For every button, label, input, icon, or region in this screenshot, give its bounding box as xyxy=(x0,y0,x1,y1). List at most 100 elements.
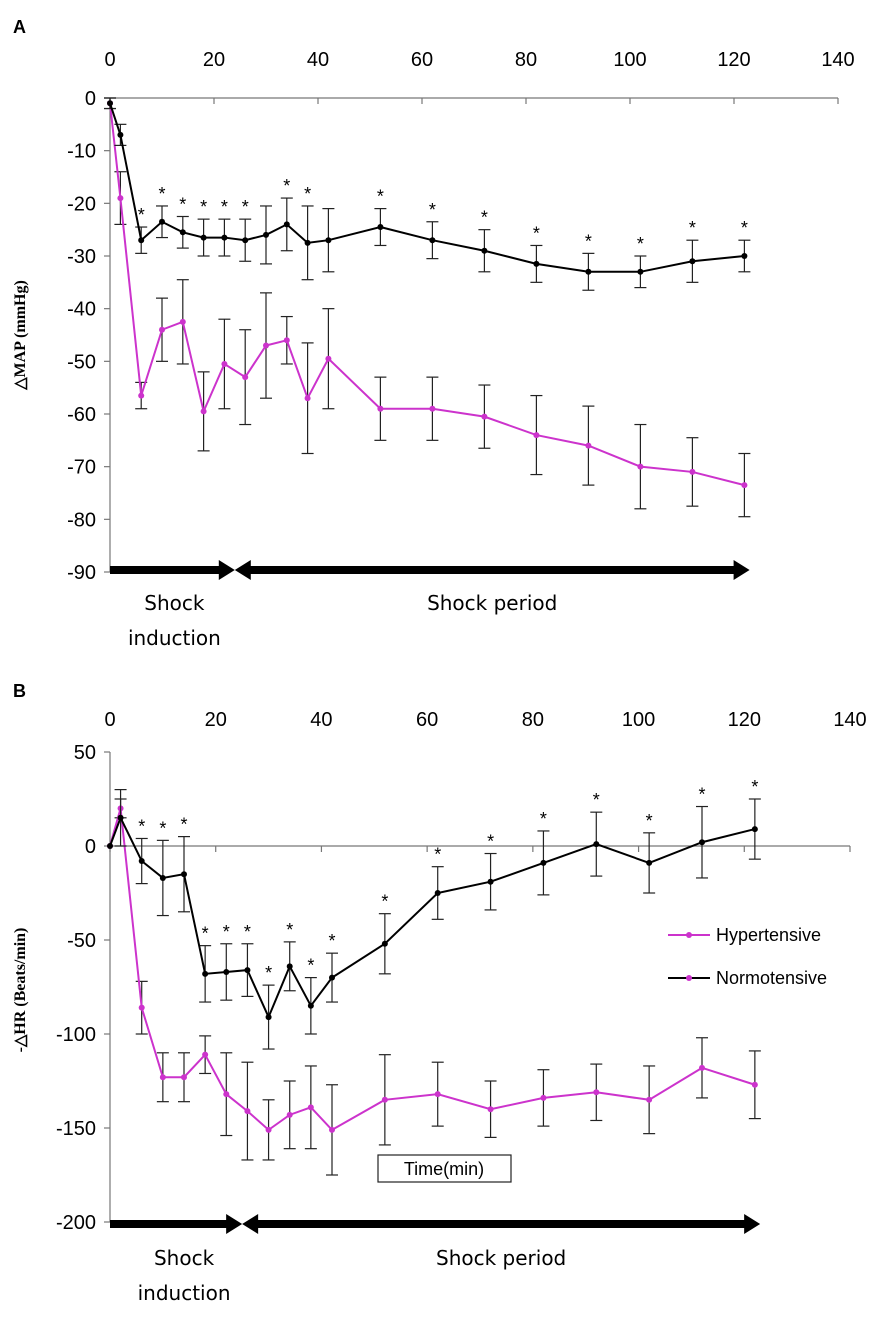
data-point xyxy=(107,100,113,107)
x-axis-title-box xyxy=(377,1154,512,1183)
data-point xyxy=(533,260,540,267)
significance-star: * xyxy=(689,218,696,238)
shock-period-arrow: Shock period xyxy=(234,560,750,615)
data-point xyxy=(179,229,186,236)
data-point xyxy=(540,1094,547,1101)
data-point xyxy=(263,231,269,238)
y-tick-label: -40 xyxy=(67,299,96,321)
data-point xyxy=(221,234,228,241)
x-tick-label: 40 xyxy=(307,49,329,71)
series-line xyxy=(109,808,756,1132)
data-point xyxy=(699,839,705,846)
data-point xyxy=(429,237,436,244)
significance-star: * xyxy=(533,223,540,243)
significance-star: * xyxy=(202,924,209,944)
data-point xyxy=(265,1014,272,1021)
significance-star: * xyxy=(328,931,335,951)
data-point xyxy=(138,237,145,244)
legend: Hypertensive Normotensive xyxy=(668,925,827,988)
data-point xyxy=(377,224,384,231)
data-point xyxy=(286,963,293,970)
data-point xyxy=(159,218,165,225)
data-point xyxy=(751,826,758,833)
data-point xyxy=(646,859,653,866)
series-line xyxy=(109,103,745,487)
data-point xyxy=(223,1091,230,1098)
data-point xyxy=(325,355,332,362)
series-normotensive: * * * * * * * * * * * * * * * * xyxy=(104,97,751,291)
data-point xyxy=(325,237,332,244)
significance-star: * xyxy=(221,197,228,217)
data-point xyxy=(585,442,592,449)
legend-marker-hypertensive xyxy=(686,932,692,938)
significance-star: * xyxy=(265,963,272,983)
y-tick-label: 0 xyxy=(85,88,96,110)
significance-star: * xyxy=(286,920,293,940)
data-point xyxy=(533,432,540,439)
x-axis-title-text: Time(min) xyxy=(404,1159,484,1179)
significance-star: * xyxy=(244,922,251,942)
significance-star: * xyxy=(381,892,388,912)
y-tick-label: -200 xyxy=(56,1212,96,1234)
phase-label: induction xyxy=(138,1281,231,1305)
significance-star: * xyxy=(698,785,705,805)
legend-marker-normotensive xyxy=(686,975,692,981)
y-tick-label: -30 xyxy=(67,246,96,268)
series-normotensive: * * * * * * * * * * * * * * * * * * xyxy=(107,777,761,1050)
data-point xyxy=(159,1074,166,1081)
significance-star: * xyxy=(487,832,494,852)
data-point xyxy=(107,843,113,849)
y-tick-label: -150 xyxy=(56,1118,96,1140)
data-point xyxy=(242,374,249,381)
legend-label-normotensive: Normotensive xyxy=(716,968,827,988)
data-point xyxy=(481,247,488,254)
phase-label: Shock xyxy=(144,591,205,615)
data-point xyxy=(329,974,335,981)
data-point xyxy=(381,940,388,947)
significance-star: * xyxy=(304,184,311,204)
shock-induction-arrow: Shock induction xyxy=(110,560,235,650)
significance-star: * xyxy=(200,197,207,217)
data-point xyxy=(117,131,124,138)
data-point xyxy=(689,468,696,475)
significance-star: * xyxy=(242,197,249,217)
significance-star: * xyxy=(646,811,653,831)
data-point xyxy=(377,405,384,412)
data-point xyxy=(159,326,165,333)
data-point xyxy=(481,413,488,420)
y-tick-label: 50 xyxy=(74,742,96,764)
significance-star: * xyxy=(540,809,547,829)
shock-induction-arrow: Shock induction xyxy=(110,1214,243,1305)
phase-label: Shock period xyxy=(436,1246,566,1270)
x-tick-label: 140 xyxy=(821,49,854,71)
data-point xyxy=(202,1051,209,1058)
significance-star: * xyxy=(223,922,230,942)
data-point xyxy=(223,968,230,975)
data-point xyxy=(593,1089,600,1096)
significance-star: * xyxy=(481,208,488,228)
data-point xyxy=(637,463,644,470)
data-point xyxy=(117,814,124,821)
panel-label: B xyxy=(13,681,26,701)
series-line xyxy=(109,102,745,273)
data-point xyxy=(487,878,494,885)
data-point xyxy=(221,360,228,367)
y-tick-label: -10 xyxy=(67,141,96,163)
data-point xyxy=(304,239,311,246)
significance-star: * xyxy=(158,184,165,204)
data-point xyxy=(244,967,251,974)
chart-panel-a: A 0 -10 -20 -30 -40 -50 -60 -70 -80 -90 0 20 40 60 80 10… xyxy=(12,17,855,650)
data-point xyxy=(265,1126,272,1133)
significance-star: * xyxy=(138,205,145,225)
data-point xyxy=(181,1074,187,1081)
x-axis-title: Time(min) xyxy=(377,1154,512,1183)
significance-star: * xyxy=(593,790,600,810)
data-point xyxy=(699,1064,705,1071)
data-point xyxy=(434,890,441,896)
data-point xyxy=(307,1002,314,1009)
significance-star: * xyxy=(377,187,384,207)
x-tick-label: 0 xyxy=(104,709,115,731)
x-tick-label: 120 xyxy=(717,49,750,71)
data-point xyxy=(242,237,249,244)
